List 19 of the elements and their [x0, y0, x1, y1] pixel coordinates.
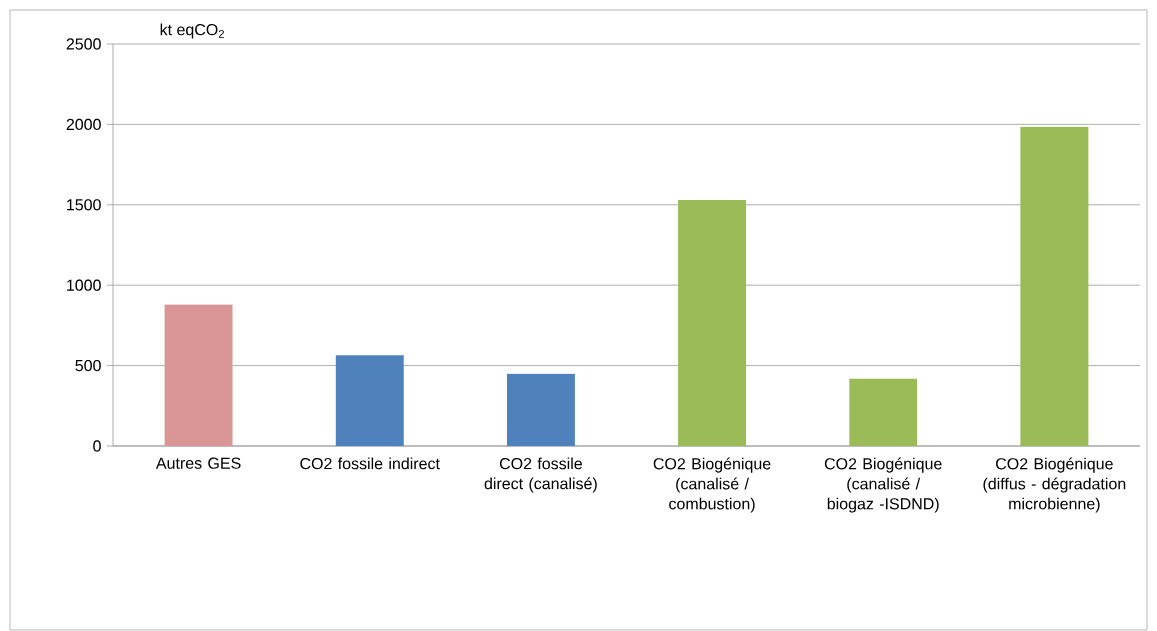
y-tick-label: 0 — [93, 440, 101, 452]
x-tick-label: CO2 Biogénique (canalisé / biogaz -ISDND) — [824, 457, 942, 513]
y-tick-label: 500 — [75, 359, 101, 372]
bar — [1020, 126, 1089, 446]
x-tick-label: CO2 fossile direct (canalisé) — [484, 457, 597, 493]
x-tick-label: CO2 Biogénique (canalisé / combustion) — [653, 457, 771, 513]
bar — [164, 304, 233, 446]
bar — [849, 378, 918, 446]
x-tick-label: Autres GES — [155, 457, 241, 469]
y-axis-title: kt eqCO$_{2}$ — [160, 23, 224, 39]
bar — [506, 373, 575, 446]
y-tick-label: 2000 — [66, 118, 101, 131]
y-tick-label: 2500 — [66, 38, 101, 50]
bar — [335, 355, 404, 446]
x-tick-label: CO2 fossile indirect — [300, 457, 440, 470]
x-tick-label: CO2 Biogénique (diffus - dégradation microbienne) — [983, 457, 1126, 513]
y-tick-label: 1500 — [67, 199, 101, 211]
y-tick-label: 1000 — [67, 279, 101, 291]
bar — [678, 199, 747, 446]
